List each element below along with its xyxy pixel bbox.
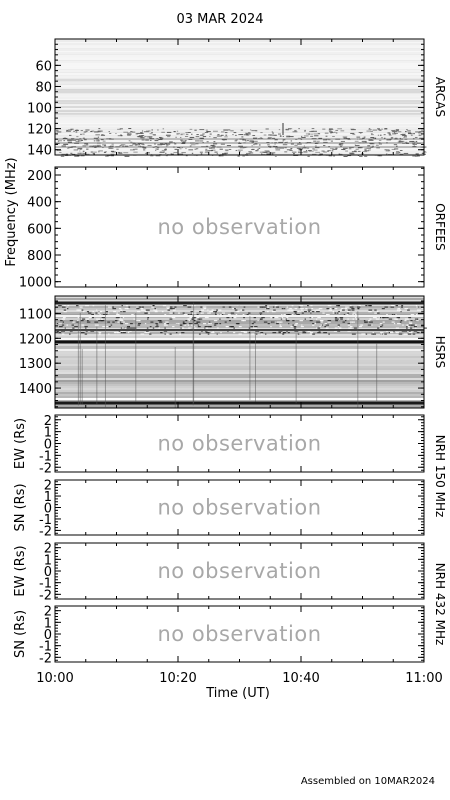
nrh432-label: NRH 432 MHz — [433, 563, 447, 646]
panel-arcas: 60 80 100 120 140 ARCAS — [27, 38, 447, 159]
nrh150sn-ytick-label: 0 — [44, 502, 52, 517]
nrh150ew-ytick-label: -2 — [39, 461, 52, 476]
nrh150ew-ytick-label: 1 — [44, 426, 52, 441]
arcas-ytick-label: 140 — [27, 144, 52, 159]
hsrs-spectrogram — [55, 296, 427, 408]
orfees-ytick-label: 800 — [27, 249, 52, 264]
nrh432sn-ytick-label: 2 — [44, 605, 52, 620]
nrh432sn-ytick-label: 0 — [44, 628, 52, 643]
orfees-ytick-label: 1000 — [19, 276, 52, 291]
arcas-name-label: ARCAS — [433, 77, 447, 117]
panel-orfees: no observation 200 400 600 800 1000 ORFEES — [19, 166, 447, 291]
nrh432sn-status: no observation — [157, 622, 321, 646]
nrh150-label: NRH 150 MHz — [433, 435, 447, 518]
nrh432ew-ytick-label: -1 — [39, 577, 52, 592]
nrh432sn-ytick-label: 1 — [44, 616, 52, 631]
orfees-ytick-label: 600 — [27, 222, 52, 237]
nrh150ew-status: no observation — [157, 432, 321, 456]
x-tick-label: 10:20 — [159, 671, 196, 686]
chart-title: 03 MAR 2024 — [176, 12, 263, 27]
arcas-ytick-label: 100 — [27, 102, 52, 117]
hsrs-ytick-label: 1300 — [19, 357, 52, 372]
assembled-footer: Assembled on 10MAR2024 — [301, 776, 435, 787]
panel-nrh432ew: no observation 210-1-2 EW (Rs) — [13, 542, 425, 603]
x-tick-label: 10:40 — [282, 671, 319, 686]
arcas-ytick-label: 60 — [35, 59, 52, 74]
nrh432ew-ytick-label: 2 — [44, 542, 52, 557]
nrh432ew-ytick-label: -2 — [39, 588, 52, 603]
nrh150sn-ytick-label: -2 — [39, 524, 52, 539]
panel-nrh150ew: no observation 210-1-2 EW (Rs) — [13, 414, 425, 476]
nrh150ew-ylabel: EW (Rs) — [13, 418, 28, 469]
arcas-spectrogram — [55, 39, 427, 157]
panel-hsrs: 1100 1200 1300 1400 HSRS — [19, 295, 447, 409]
nrh432ew-ytick-label: 1 — [44, 553, 52, 568]
nrh150ew-ytick-label: 2 — [44, 414, 52, 429]
nrh150ew-ytick-label: 0 — [44, 438, 52, 453]
arcas-ytick-label: 120 — [27, 123, 52, 138]
nrh432sn-ylabel: SN (Rs) — [13, 610, 28, 658]
x-tick-label: 10:00 — [36, 671, 73, 686]
nrh150sn-ytick-label: -1 — [39, 513, 52, 528]
nrh432ew-ytick-label: 0 — [44, 565, 52, 580]
orfees-name-label: ORFEES — [433, 203, 447, 250]
nrh150ew-ytick-label: -1 — [39, 449, 52, 464]
orfees-ytick-label: 400 — [27, 196, 52, 211]
nrh150sn-status: no observation — [157, 496, 321, 520]
nrh150sn-ytick-label: 1 — [44, 490, 52, 505]
nrh432ew-ylabel: EW (Rs) — [13, 545, 28, 596]
time-axis: 10:00 10:20 10:40 11:00 — [36, 671, 442, 686]
hsrs-name-label: HSRS — [433, 336, 447, 369]
hsrs-ytick-label: 1400 — [19, 382, 52, 397]
arcas-ytick-label: 80 — [35, 80, 52, 95]
orfees-ytick-label: 200 — [27, 169, 52, 184]
panel-nrh150sn: no observation 210-1-2 SN (Rs) — [13, 479, 425, 539]
x-tick-label: 11:00 — [405, 671, 442, 686]
nrh150sn-ytick-label: 2 — [44, 479, 52, 494]
panel-nrh432sn: no observation 210-1-2 SN (Rs) — [13, 605, 425, 666]
hsrs-ytick-label: 1100 — [19, 307, 52, 322]
nrh432sn-ytick-label: -1 — [39, 640, 52, 655]
nrh432sn-ytick-label: -2 — [39, 651, 52, 666]
nrh150sn-ylabel: SN (Rs) — [13, 483, 28, 531]
x-axis-label: Time (UT) — [205, 686, 270, 701]
orfees-status: no observation — [157, 215, 321, 239]
hsrs-ytick-label: 1200 — [19, 332, 52, 347]
nrh432ew-status: no observation — [157, 559, 321, 583]
frequency-axis-label: Frequency (MHz) — [4, 157, 19, 266]
